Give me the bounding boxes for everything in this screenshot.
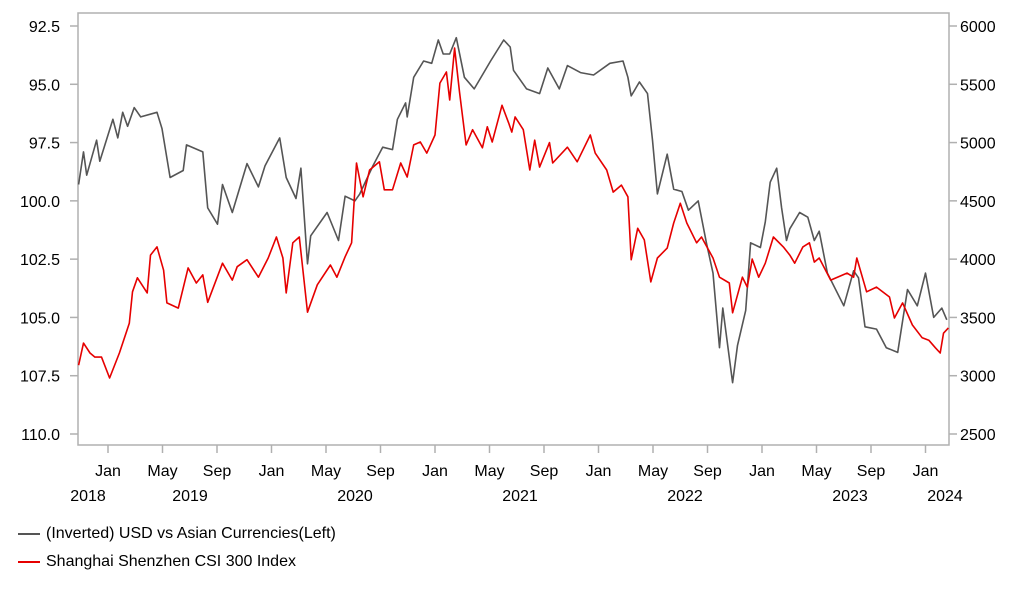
x-axis-month-label: Sep: [530, 463, 559, 480]
x-axis-month-label: May: [638, 463, 668, 480]
left-axis-tick-label: 105.0: [20, 310, 60, 327]
x-axis-month-label: Jan: [95, 463, 121, 480]
x-axis-month-label: Jan: [913, 463, 939, 480]
legend-label-usd: (Inverted) USD vs Asian Currencies(Left): [46, 525, 336, 542]
x-axis-year-label: 2024: [927, 488, 963, 505]
right-axis-tick-label: 6000: [960, 19, 996, 36]
legend-swatch-gray: [18, 533, 40, 535]
right-axis-tick-label: 5500: [960, 77, 996, 94]
right-axis-tick-label: 4500: [960, 194, 996, 211]
x-axis-month-label: May: [801, 463, 831, 480]
legend-item-usd: (Inverted) USD vs Asian Currencies(Left): [18, 525, 336, 543]
x-axis-month-label: Sep: [693, 463, 722, 480]
series-line-csi300: [77, 47, 949, 379]
series-line-usd-inverted: [77, 36, 948, 384]
left-axis-tick-label: 95.0: [29, 77, 60, 94]
x-axis-month-label: May: [147, 463, 177, 480]
left-axis-tick-label: 92.5: [29, 19, 60, 36]
x-axis-month-label: Sep: [203, 463, 232, 480]
left-axis-tick-label: 102.5: [20, 252, 60, 269]
x-axis-month-label: May: [474, 463, 504, 480]
right-axis-tick-label: 3000: [960, 369, 996, 386]
right-axis-tick-label: 5000: [960, 136, 996, 153]
left-axis-tick-label: 110.0: [21, 427, 60, 444]
x-axis-month-label: Sep: [857, 463, 886, 480]
left-axis-tick-label: 100.0: [20, 194, 60, 211]
legend-item-csi300: Shanghai Shenzhen CSI 300 Index: [18, 553, 296, 571]
right-axis-tick-label: 2500: [960, 427, 996, 444]
x-axis-month-label: Jan: [586, 463, 612, 480]
left-axis-tick-label: 97.5: [29, 136, 60, 153]
legend-swatch-red: [18, 561, 40, 563]
legend-label-csi300: Shanghai Shenzhen CSI 300 Index: [46, 553, 296, 570]
x-axis-year-label: 2022: [667, 488, 703, 505]
right-axis-tick-label: 3500: [960, 310, 996, 327]
x-axis-month-label: Jan: [259, 463, 285, 480]
x-axis-month-label: Jan: [422, 463, 448, 480]
x-axis-month-label: Jan: [749, 463, 775, 480]
x-axis-year-label: 2023: [832, 488, 868, 505]
x-axis-month-label: May: [311, 463, 341, 480]
x-axis-year-label: 2021: [502, 488, 538, 505]
plot-frame: [77, 12, 950, 446]
right-axis-tick-label: 4000: [960, 252, 996, 269]
x-axis-year-label: 2018: [70, 488, 106, 505]
x-axis-year-label: 2019: [172, 488, 208, 505]
x-axis-year-label: 2020: [337, 488, 373, 505]
left-axis-tick-label: 107.5: [20, 369, 60, 386]
x-axis-month-label: Sep: [366, 463, 395, 480]
